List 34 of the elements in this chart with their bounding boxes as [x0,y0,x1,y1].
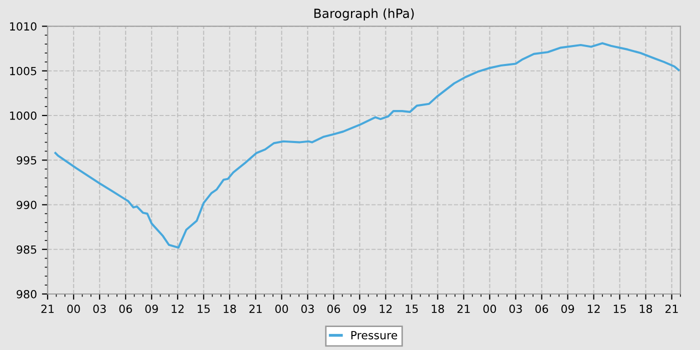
x-tick-label: 00 [275,304,288,314]
x-tick-label: 06 [119,304,132,314]
y-tick-label: 990 [16,200,36,210]
y-tick-label: 985 [16,245,36,254]
x-tick-label: 03 [509,304,522,314]
x-tick-label: 12 [588,304,600,313]
x-tick-label: 03 [301,304,314,314]
x-tick-label: 06 [535,304,548,314]
y-tick-label: 1010 [10,22,36,31]
x-tick-label: 00 [483,304,496,314]
x-tick-label: 09 [561,304,574,314]
x-tick-label: 09 [145,304,158,314]
y-tick-label: 1000 [10,111,36,120]
y-tick-label: 995 [16,156,36,165]
x-tick-label: 15 [406,304,418,314]
x-tick-label: 21 [665,304,678,313]
x-tick-label: 06 [327,304,340,314]
x-tick-label: 09 [353,304,366,314]
y-tick-label: 980 [16,290,36,298]
legend-label: Pressure [351,331,398,340]
x-tick-label: 21 [41,304,54,313]
x-tick-label: 12 [380,304,392,313]
x-tick-label: 03 [93,304,106,314]
x-tick-label: 12 [172,304,184,313]
x-tick-label: 18 [640,304,652,314]
chart-title: Barograph (hPa) [314,8,414,21]
x-tick-label: 21 [249,304,262,313]
x-tick-label: 18 [432,304,444,314]
x-tick-label: 00 [67,304,80,314]
y-tick-label: 1005 [10,66,36,76]
x-tick-label: 18 [224,304,236,314]
x-tick-label: 21 [457,304,470,313]
x-tick-label: 15 [614,304,626,314]
x-tick-label: 15 [198,304,210,314]
